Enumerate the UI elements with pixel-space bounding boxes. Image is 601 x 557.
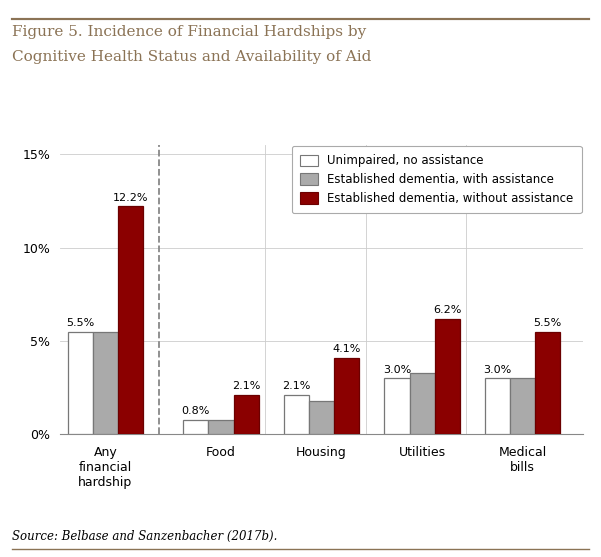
Bar (535, 331, 560, 434)
Text: 5.5%: 5.5% (534, 318, 562, 328)
Bar (284, 395, 309, 434)
Bar (93, 331, 118, 434)
Bar (334, 358, 359, 434)
Bar (409, 373, 435, 434)
Bar (510, 378, 535, 434)
Text: 3.0%: 3.0% (383, 365, 411, 375)
Bar (485, 378, 510, 434)
Text: 6.2%: 6.2% (433, 305, 462, 315)
Bar (309, 401, 334, 434)
Bar (385, 378, 409, 434)
Bar (68, 331, 93, 434)
Text: 2.1%: 2.1% (282, 382, 311, 392)
Bar (435, 319, 460, 434)
Bar (118, 207, 143, 434)
Text: 4.1%: 4.1% (332, 344, 361, 354)
Text: 0.8%: 0.8% (182, 405, 210, 416)
Text: Cognitive Health Status and Availability of Aid: Cognitive Health Status and Availability… (12, 50, 371, 64)
Bar (183, 419, 209, 434)
Text: 5.5%: 5.5% (66, 318, 94, 328)
Legend: Unimpaired, no assistance, Established dementia, with assistance, Established de: Unimpaired, no assistance, Established d… (292, 146, 582, 213)
Text: Source: Belbase and Sanzenbacher (2017b).: Source: Belbase and Sanzenbacher (2017b)… (12, 530, 278, 543)
Text: 2.1%: 2.1% (232, 382, 260, 392)
Bar (234, 395, 258, 434)
Bar (209, 419, 234, 434)
Text: 12.2%: 12.2% (113, 193, 148, 203)
Text: Figure 5. Incidence of Financial Hardships by: Figure 5. Incidence of Financial Hardshi… (12, 25, 366, 39)
Text: 3.0%: 3.0% (483, 365, 511, 375)
